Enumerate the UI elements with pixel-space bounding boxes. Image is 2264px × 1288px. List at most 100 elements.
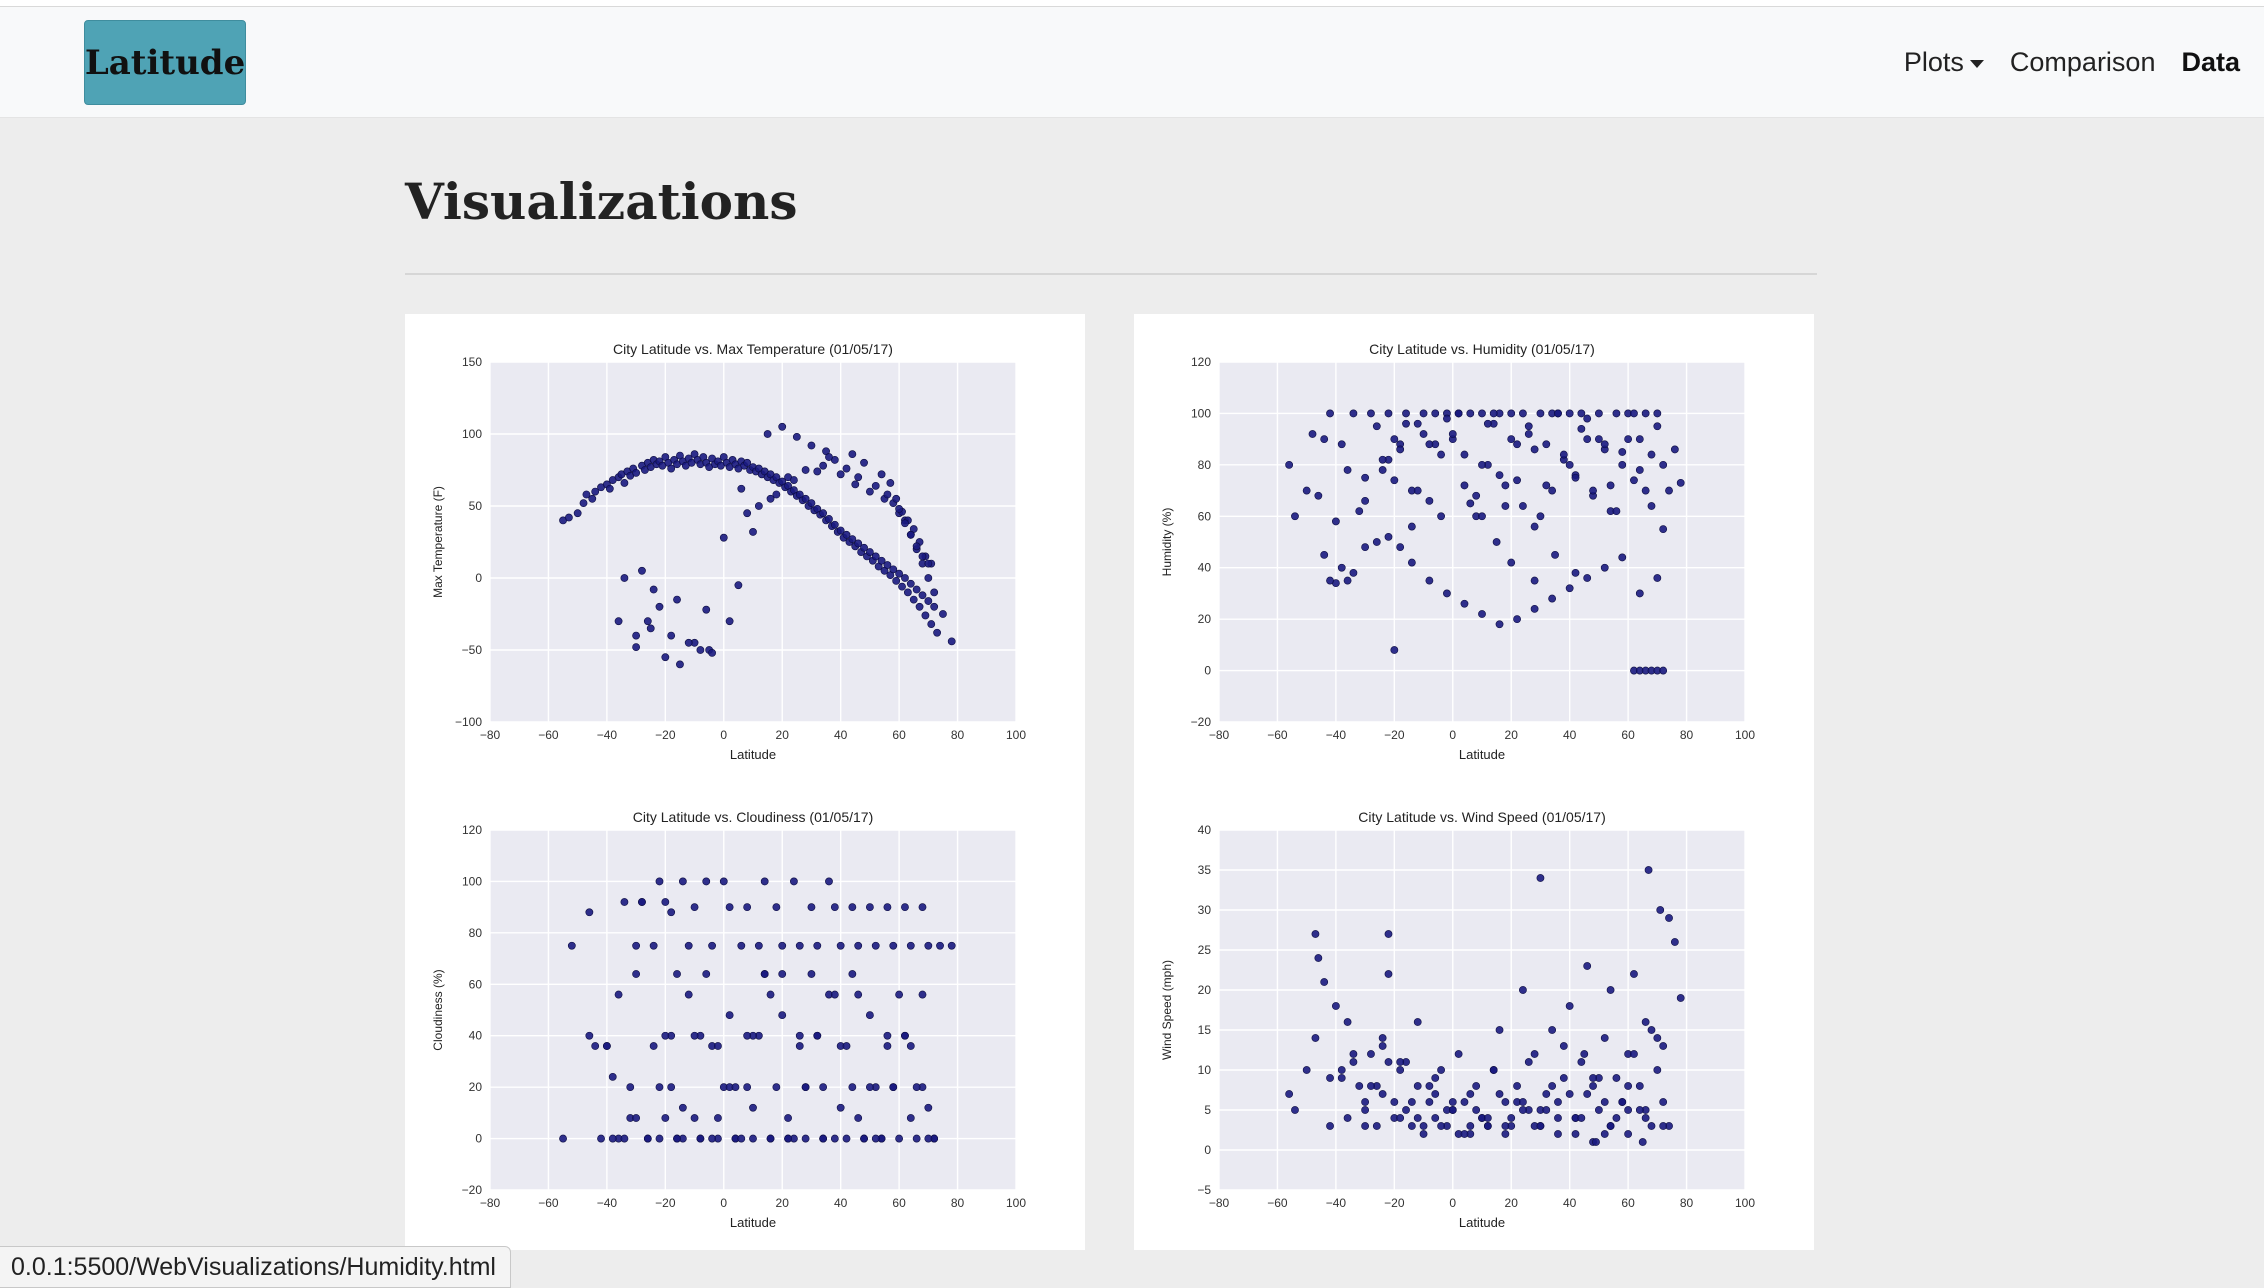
data-point bbox=[918, 591, 927, 600]
x-axis-label: Latitude bbox=[1459, 1215, 1505, 1230]
data-point bbox=[591, 1042, 600, 1050]
data-point bbox=[766, 990, 775, 999]
data-point bbox=[1542, 481, 1551, 490]
data-point bbox=[892, 576, 901, 585]
data-point bbox=[1384, 409, 1393, 418]
data-point bbox=[690, 1114, 699, 1122]
data-point bbox=[1676, 478, 1685, 487]
data-point bbox=[1285, 460, 1294, 469]
data-point bbox=[1291, 512, 1299, 521]
nav-plots-dropdown[interactable]: Plots bbox=[1904, 47, 1984, 78]
data-point bbox=[1495, 1090, 1504, 1098]
data-point bbox=[743, 903, 752, 912]
data-point bbox=[1548, 486, 1557, 495]
x-tick-label: −40 bbox=[1326, 728, 1347, 742]
data-point bbox=[1460, 599, 1469, 608]
x-tick-label: 40 bbox=[1563, 1196, 1577, 1210]
data-point bbox=[1320, 978, 1329, 986]
plot-background bbox=[1219, 830, 1745, 1190]
chart-max-temperature[interactable]: −80 −60 −40 −20 0 20 40 60 80 100 −100 −50 0 50 100 150… bbox=[431, 341, 1026, 762]
data-point bbox=[1407, 558, 1416, 567]
data-point bbox=[708, 648, 716, 657]
data-point bbox=[1507, 558, 1516, 567]
data-point bbox=[927, 620, 936, 628]
brand-logo[interactable]: Latitude bbox=[84, 20, 246, 105]
data-point bbox=[591, 487, 600, 496]
data-point bbox=[1647, 502, 1656, 510]
data-point bbox=[1635, 589, 1644, 598]
data-point bbox=[1624, 1082, 1633, 1090]
data-point bbox=[1612, 1074, 1621, 1082]
data-point bbox=[889, 941, 898, 950]
plots-svg-left: −80 −60 −40 −20 0 20 40 60 80 100 −100 −50 0 50 100 150… bbox=[431, 341, 1026, 1230]
x-tick-label: 40 bbox=[834, 1196, 848, 1210]
plot-background bbox=[490, 362, 1016, 722]
x-tick-label: −80 bbox=[1209, 728, 1230, 742]
data-point bbox=[1630, 970, 1638, 978]
data-point bbox=[883, 903, 892, 912]
title-divider bbox=[405, 273, 1817, 275]
data-point bbox=[754, 941, 763, 950]
data-point bbox=[1483, 1114, 1492, 1122]
nav-data[interactable]: Data bbox=[2181, 47, 2240, 77]
data-point bbox=[836, 1103, 845, 1112]
data-point bbox=[1571, 1130, 1580, 1138]
data-point bbox=[784, 1134, 792, 1143]
y-tick-label: 40 bbox=[1198, 823, 1212, 837]
data-point bbox=[848, 903, 857, 912]
data-point bbox=[1285, 1090, 1294, 1098]
data-point bbox=[1542, 1090, 1551, 1098]
data-point bbox=[801, 1134, 810, 1143]
data-point bbox=[1396, 1114, 1405, 1122]
nav-comparison[interactable]: Comparison bbox=[2009, 47, 2156, 77]
x-tick-label: 80 bbox=[1680, 728, 1694, 742]
data-point bbox=[632, 643, 641, 652]
y-tick-label: 100 bbox=[462, 427, 482, 441]
data-point bbox=[1589, 1082, 1597, 1090]
data-point bbox=[1419, 1130, 1428, 1138]
data-point bbox=[1460, 481, 1469, 490]
y-tick-label: 0 bbox=[1204, 1143, 1211, 1157]
data-point bbox=[1542, 1106, 1551, 1114]
data-point bbox=[1472, 1106, 1481, 1114]
data-point bbox=[895, 569, 904, 578]
data-point bbox=[947, 637, 956, 646]
data-point bbox=[725, 617, 734, 626]
data-point bbox=[1361, 1098, 1370, 1106]
x-tick-label: 100 bbox=[1006, 728, 1026, 742]
y-tick-label: 100 bbox=[462, 874, 482, 888]
x-tick-label: 100 bbox=[1735, 1196, 1755, 1210]
chart-wind-speed[interactable]: −80 −60 −40 −20 0 20 40 60 80 100 −5 0 5 10 15 20 25 30 35… bbox=[1160, 809, 1755, 1230]
data-point bbox=[1612, 1114, 1621, 1122]
data-point bbox=[1396, 1066, 1405, 1074]
chart-title: City Latitude vs. Cloudiness (01/05/17) bbox=[633, 809, 873, 825]
data-point bbox=[632, 1114, 641, 1122]
data-point bbox=[1361, 1106, 1370, 1114]
chart-cloudiness[interactable]: −80 −60 −40 −20 0 20 40 60 80 100 −20 0 20 40 60 80 100 1… bbox=[431, 809, 1026, 1230]
data-point bbox=[886, 479, 895, 487]
data-point bbox=[1647, 1026, 1656, 1034]
data-point bbox=[1571, 473, 1580, 482]
data-point bbox=[1635, 466, 1644, 474]
data-point bbox=[1577, 424, 1586, 433]
data-point bbox=[667, 1083, 676, 1092]
data-point bbox=[749, 528, 757, 536]
y-tick-label: −50 bbox=[462, 643, 483, 657]
data-point bbox=[819, 1083, 828, 1092]
x-tick-label: 80 bbox=[951, 728, 965, 742]
data-point bbox=[655, 1134, 664, 1143]
data-point bbox=[801, 494, 810, 503]
data-point bbox=[819, 1134, 828, 1143]
chart-humidity[interactable]: −80 −60 −40 −20 0 20 40 60 80 100 −20 0 20 40 60 80 100 1… bbox=[1160, 341, 1755, 762]
data-point bbox=[1559, 450, 1568, 459]
data-point bbox=[842, 464, 851, 473]
data-point bbox=[1630, 1050, 1638, 1058]
data-point bbox=[1448, 1098, 1457, 1106]
data-point bbox=[903, 588, 912, 597]
data-point bbox=[632, 970, 641, 978]
x-tick-label: −80 bbox=[480, 1196, 501, 1210]
data-point bbox=[632, 468, 641, 477]
data-point bbox=[678, 1103, 687, 1112]
data-point bbox=[921, 611, 930, 620]
data-point bbox=[1390, 435, 1399, 444]
